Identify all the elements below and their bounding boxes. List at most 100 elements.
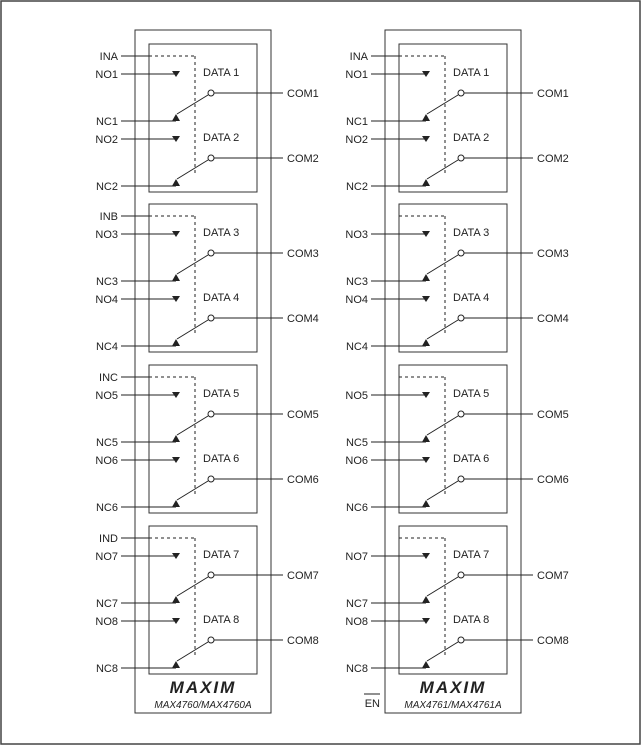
com-node-icon [207,475,215,483]
com-pin-label: COM6 [287,474,319,486]
switch-block-box [398,43,508,193]
data-channel-label: DATA 8 [453,614,489,626]
no-contact-arrow-icon [172,136,180,142]
com-node-icon [457,571,465,579]
com-pin-label: COM8 [287,635,319,647]
nc-pin-label: NC6 [96,502,118,514]
spdt-switch: NO7 NC7 COM7 DATA 7 [345,549,568,610]
no-contact-arrow-icon [422,618,430,624]
no-contact-arrow-icon [422,553,430,559]
nc-contact-arrow-icon [172,500,180,507]
nc-pin-label: NC4 [96,341,118,353]
data-channel-label: DATA 8 [203,614,239,626]
com-node-icon [457,475,465,483]
switch-block: INA NO1 NC1 COM1 DATA 1 NO2 NC2 COM2 DATA 2 [95,43,319,193]
switch-block-box [398,203,508,353]
spdt-switch: NO6 NC6 COM6 DATA 6 [345,453,568,514]
com-pin-label: COM3 [537,248,569,260]
com-node-icon [457,154,465,162]
data-channel-label: DATA 2 [203,132,239,144]
nc-pin-label: NC8 [96,663,118,675]
switch-arm [176,159,209,180]
switch-arm [176,94,209,115]
switch-arm [176,415,209,436]
switch-arm [176,319,209,340]
nc-contact-arrow-icon [172,661,180,668]
no-pin-label: NO3 [345,229,368,241]
data-channel-label: DATA 1 [203,67,239,79]
no-contact-arrow-icon [422,392,430,398]
no-contact-arrow-icon [422,231,430,237]
nc-pin-label: NC8 [346,663,368,675]
switch-block: INC NO5 NC5 COM5 DATA 5 NO6 NC6 COM6 DATA 6 [95,364,319,514]
com-pin-label: COM1 [287,88,319,100]
nc-pin-label: NC5 [96,437,118,449]
spdt-switch: NO6 NC6 COM6 DATA 6 [95,453,318,514]
part-number-label: MAX4761/MAX4761A [404,700,502,711]
data-channel-label: DATA 7 [453,549,489,561]
com-node-icon [457,410,465,418]
no-pin-label: NO5 [95,390,118,402]
no-pin-label: NO2 [95,134,118,146]
com-pin-label: COM4 [287,313,319,325]
nc-contact-arrow-icon [172,114,180,121]
data-channel-label: DATA 5 [453,388,489,400]
no-pin-label: NO6 [95,455,118,467]
no-contact-arrow-icon [172,618,180,624]
com-pin-label: COM2 [287,153,319,165]
com-node-icon [457,636,465,644]
no-pin-label: NO5 [345,390,368,402]
com-pin-label: COM3 [287,248,319,260]
control-input-label: INB [100,211,118,223]
nc-pin-label: NC3 [346,276,368,288]
data-channel-label: DATA 4 [453,292,489,304]
no-contact-arrow-icon [422,136,430,142]
nc-pin-label: NC7 [346,598,368,610]
nc-contact-arrow-icon [422,339,430,346]
nc-pin-label: NC6 [346,502,368,514]
spdt-switch: NO5 NC5 COM5 DATA 5 [95,388,318,449]
no-contact-arrow-icon [172,457,180,463]
spdt-switch: NO3 NC3 COM3 DATA 3 [95,227,318,288]
nc-contact-arrow-icon [172,339,180,346]
control-input-label: INC [99,372,118,384]
no-contact-arrow-icon [422,457,430,463]
switch-block-box [398,364,508,514]
switch-block: INA NO1 NC1 COM1 DATA 1 NO2 NC2 COM2 DATA 2 [345,43,569,193]
com-node-icon [207,571,215,579]
switch-block-box [148,43,258,193]
enable-pin-label: EN [365,698,380,710]
no-pin-label: NO8 [345,616,368,628]
switch-arm [176,576,209,597]
spdt-switch: NO1 NC1 COM1 DATA 1 [345,67,568,128]
data-channel-label: DATA 1 [453,67,489,79]
com-node-icon [207,249,215,257]
no-contact-arrow-icon [172,71,180,77]
com-pin-label: COM2 [537,153,569,165]
maxim-logo: MAXIM [170,678,237,697]
switch-block: IND NO7 NC7 COM7 DATA 7 NO8 NC8 COM8 DATA 8 [95,525,319,675]
com-node-icon [207,154,215,162]
nc-pin-label: NC1 [346,116,368,128]
spdt-switch: NO8 NC8 COM8 DATA 8 [345,614,568,675]
switch-arm [176,641,209,662]
com-pin-label: COM8 [537,635,569,647]
no-pin-label: NO8 [95,616,118,628]
com-node-icon [207,410,215,418]
spdt-switch: NO4 NC4 COM4 DATA 4 [95,292,318,353]
no-contact-arrow-icon [422,71,430,77]
no-pin-label: NO4 [95,294,118,306]
switch-block: NO7 NC7 COM7 DATA 7 NO8 NC8 COM8 DATA 8 [345,525,569,675]
switch-arm [426,319,459,340]
nc-pin-label: NC3 [96,276,118,288]
no-pin-label: NO1 [95,69,118,81]
switch-block-box [148,364,258,514]
nc-contact-arrow-icon [422,274,430,281]
spdt-switch: NO5 NC5 COM5 DATA 5 [345,388,568,449]
chip-max4761: INA NO1 NC1 COM1 DATA 1 NO2 NC2 COM2 DATA 2 NO3 NC… [345,29,569,714]
data-channel-label: DATA 6 [453,453,489,465]
switch-block-box [148,203,258,353]
com-pin-label: COM4 [537,313,569,325]
chip-max4760: INA NO1 NC1 COM1 DATA 1 NO2 NC2 COM2 DATA 2 INB NO… [95,29,319,714]
